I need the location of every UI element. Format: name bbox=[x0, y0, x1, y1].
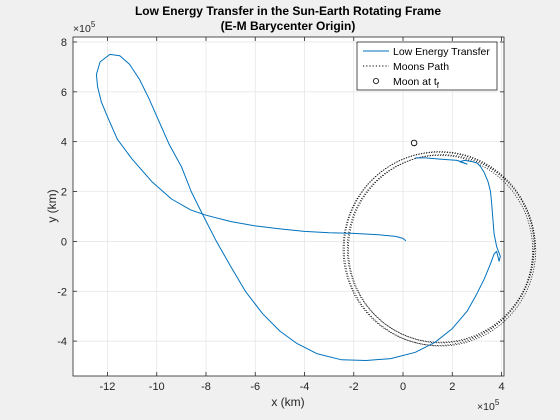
y-multiplier-exponent: 5 bbox=[91, 20, 96, 29]
grid bbox=[73, 37, 504, 376]
x-tick-label: -6 bbox=[250, 381, 260, 393]
x-tick-label: -10 bbox=[149, 381, 165, 393]
chart-subtitle: (E-M Barycenter Origin) bbox=[221, 19, 356, 33]
legend-label-moon-sub: f bbox=[437, 81, 440, 90]
y-multiplier-base: ×10 bbox=[73, 23, 91, 35]
moon-path-line bbox=[342, 151, 537, 347]
series-layer bbox=[95, 53, 537, 361]
y-multiplier: ×105 bbox=[73, 20, 96, 35]
y-tick-label: -2 bbox=[57, 286, 67, 298]
x-multiplier: ×105 bbox=[477, 398, 500, 413]
legend-label-moon: Moon at tf bbox=[393, 76, 440, 90]
x-tick-label: -12 bbox=[100, 381, 116, 393]
y-tick-label: 8 bbox=[61, 37, 67, 49]
legend: Low Energy Transfer Moons Path Moon at t… bbox=[356, 41, 498, 91]
x-multiplier-exponent: 5 bbox=[495, 398, 500, 407]
x-tick-label: 0 bbox=[400, 381, 406, 393]
y-tick-label: 2 bbox=[61, 187, 67, 199]
x-multiplier-base: ×10 bbox=[477, 401, 495, 413]
legend-box bbox=[356, 41, 498, 91]
legend-marker-moon bbox=[372, 78, 379, 85]
y-tick-label: 6 bbox=[61, 87, 67, 99]
legend-label-moon-main: Moon at t bbox=[393, 76, 437, 88]
x-tick-label: -8 bbox=[201, 381, 211, 393]
y-tick-label: 4 bbox=[61, 137, 67, 149]
x-tick-label: 2 bbox=[449, 381, 455, 393]
ticks: -12 -10 -8 -6 -4 -2 0 2 4 -4 -2 0 2 4 6 8 bbox=[57, 37, 504, 393]
x-axis-label: x (km) bbox=[271, 395, 304, 409]
legend-label-moon-path: Moons Path bbox=[393, 61, 449, 73]
x-tick-label: -4 bbox=[300, 381, 310, 393]
y-tick-label: 0 bbox=[61, 236, 67, 248]
y-tick-label: -4 bbox=[57, 336, 67, 348]
plot-area bbox=[73, 37, 504, 376]
transfer-trajectory-line bbox=[95, 53, 501, 361]
x-tick-label: 4 bbox=[498, 381, 504, 393]
x-tick-label: -2 bbox=[349, 381, 359, 393]
legend-label-transfer: Low Energy Transfer bbox=[393, 46, 490, 58]
chart-title: Low Energy Transfer in the Sun-Earth Rot… bbox=[135, 4, 441, 18]
plot-box bbox=[72, 36, 505, 377]
y-axis-label: y (km) bbox=[45, 189, 59, 222]
moon-final-marker bbox=[410, 139, 418, 147]
